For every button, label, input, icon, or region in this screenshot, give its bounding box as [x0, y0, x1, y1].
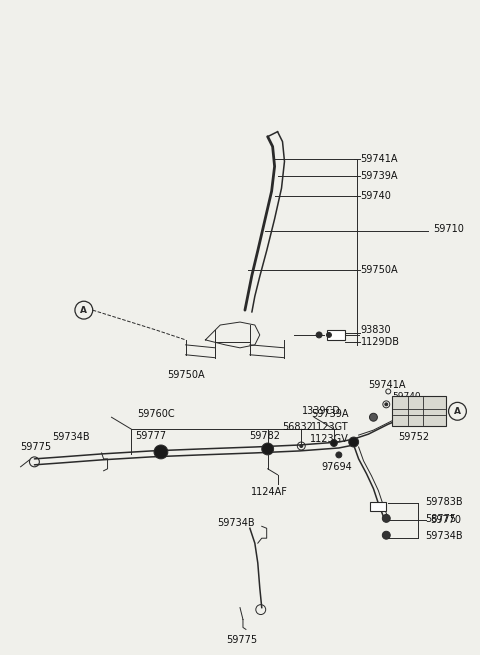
FancyBboxPatch shape — [392, 396, 445, 426]
Text: 97694: 97694 — [322, 462, 352, 472]
Circle shape — [349, 437, 359, 447]
Text: 59752: 59752 — [398, 432, 429, 442]
Text: 1124AF: 1124AF — [251, 487, 288, 496]
Text: 59750A: 59750A — [360, 265, 398, 276]
Text: 59734B: 59734B — [425, 531, 462, 541]
Text: 59741A: 59741A — [360, 155, 398, 164]
Text: 59783B: 59783B — [425, 496, 462, 506]
Text: 59750A: 59750A — [167, 369, 204, 380]
Text: 1123GT: 1123GT — [311, 422, 349, 432]
Text: 59739A: 59739A — [311, 409, 349, 419]
Circle shape — [316, 332, 322, 338]
Circle shape — [262, 443, 274, 455]
Text: A: A — [80, 306, 87, 314]
Circle shape — [370, 413, 377, 421]
Text: 59740: 59740 — [392, 392, 421, 401]
Text: 59710: 59710 — [433, 224, 464, 234]
Text: 1339CD: 1339CD — [301, 406, 340, 417]
Circle shape — [326, 333, 331, 337]
Text: A: A — [454, 407, 461, 416]
Text: 93830: 93830 — [360, 325, 391, 335]
Circle shape — [330, 440, 337, 447]
Circle shape — [300, 445, 303, 447]
Text: 58775: 58775 — [425, 514, 456, 525]
Text: 59770: 59770 — [430, 515, 461, 525]
Text: 59782: 59782 — [249, 431, 280, 441]
Text: 59775: 59775 — [21, 442, 52, 452]
Circle shape — [383, 531, 390, 539]
Text: 56832: 56832 — [282, 422, 313, 432]
Text: 1129DB: 1129DB — [360, 337, 399, 347]
Text: 59740: 59740 — [360, 191, 392, 201]
Text: 59741A: 59741A — [369, 379, 406, 390]
Text: 1123GV: 1123GV — [310, 434, 349, 444]
Text: 59777: 59777 — [135, 431, 167, 441]
Text: 59739A: 59739A — [360, 172, 398, 181]
FancyBboxPatch shape — [327, 330, 345, 340]
Circle shape — [154, 445, 168, 459]
Circle shape — [383, 514, 390, 522]
Text: 59760C: 59760C — [137, 409, 175, 419]
Text: 59734B: 59734B — [217, 518, 255, 529]
Text: 59734B: 59734B — [52, 432, 90, 442]
Circle shape — [336, 452, 342, 458]
Text: 59775: 59775 — [227, 635, 258, 645]
FancyBboxPatch shape — [371, 502, 386, 512]
Circle shape — [385, 403, 388, 406]
